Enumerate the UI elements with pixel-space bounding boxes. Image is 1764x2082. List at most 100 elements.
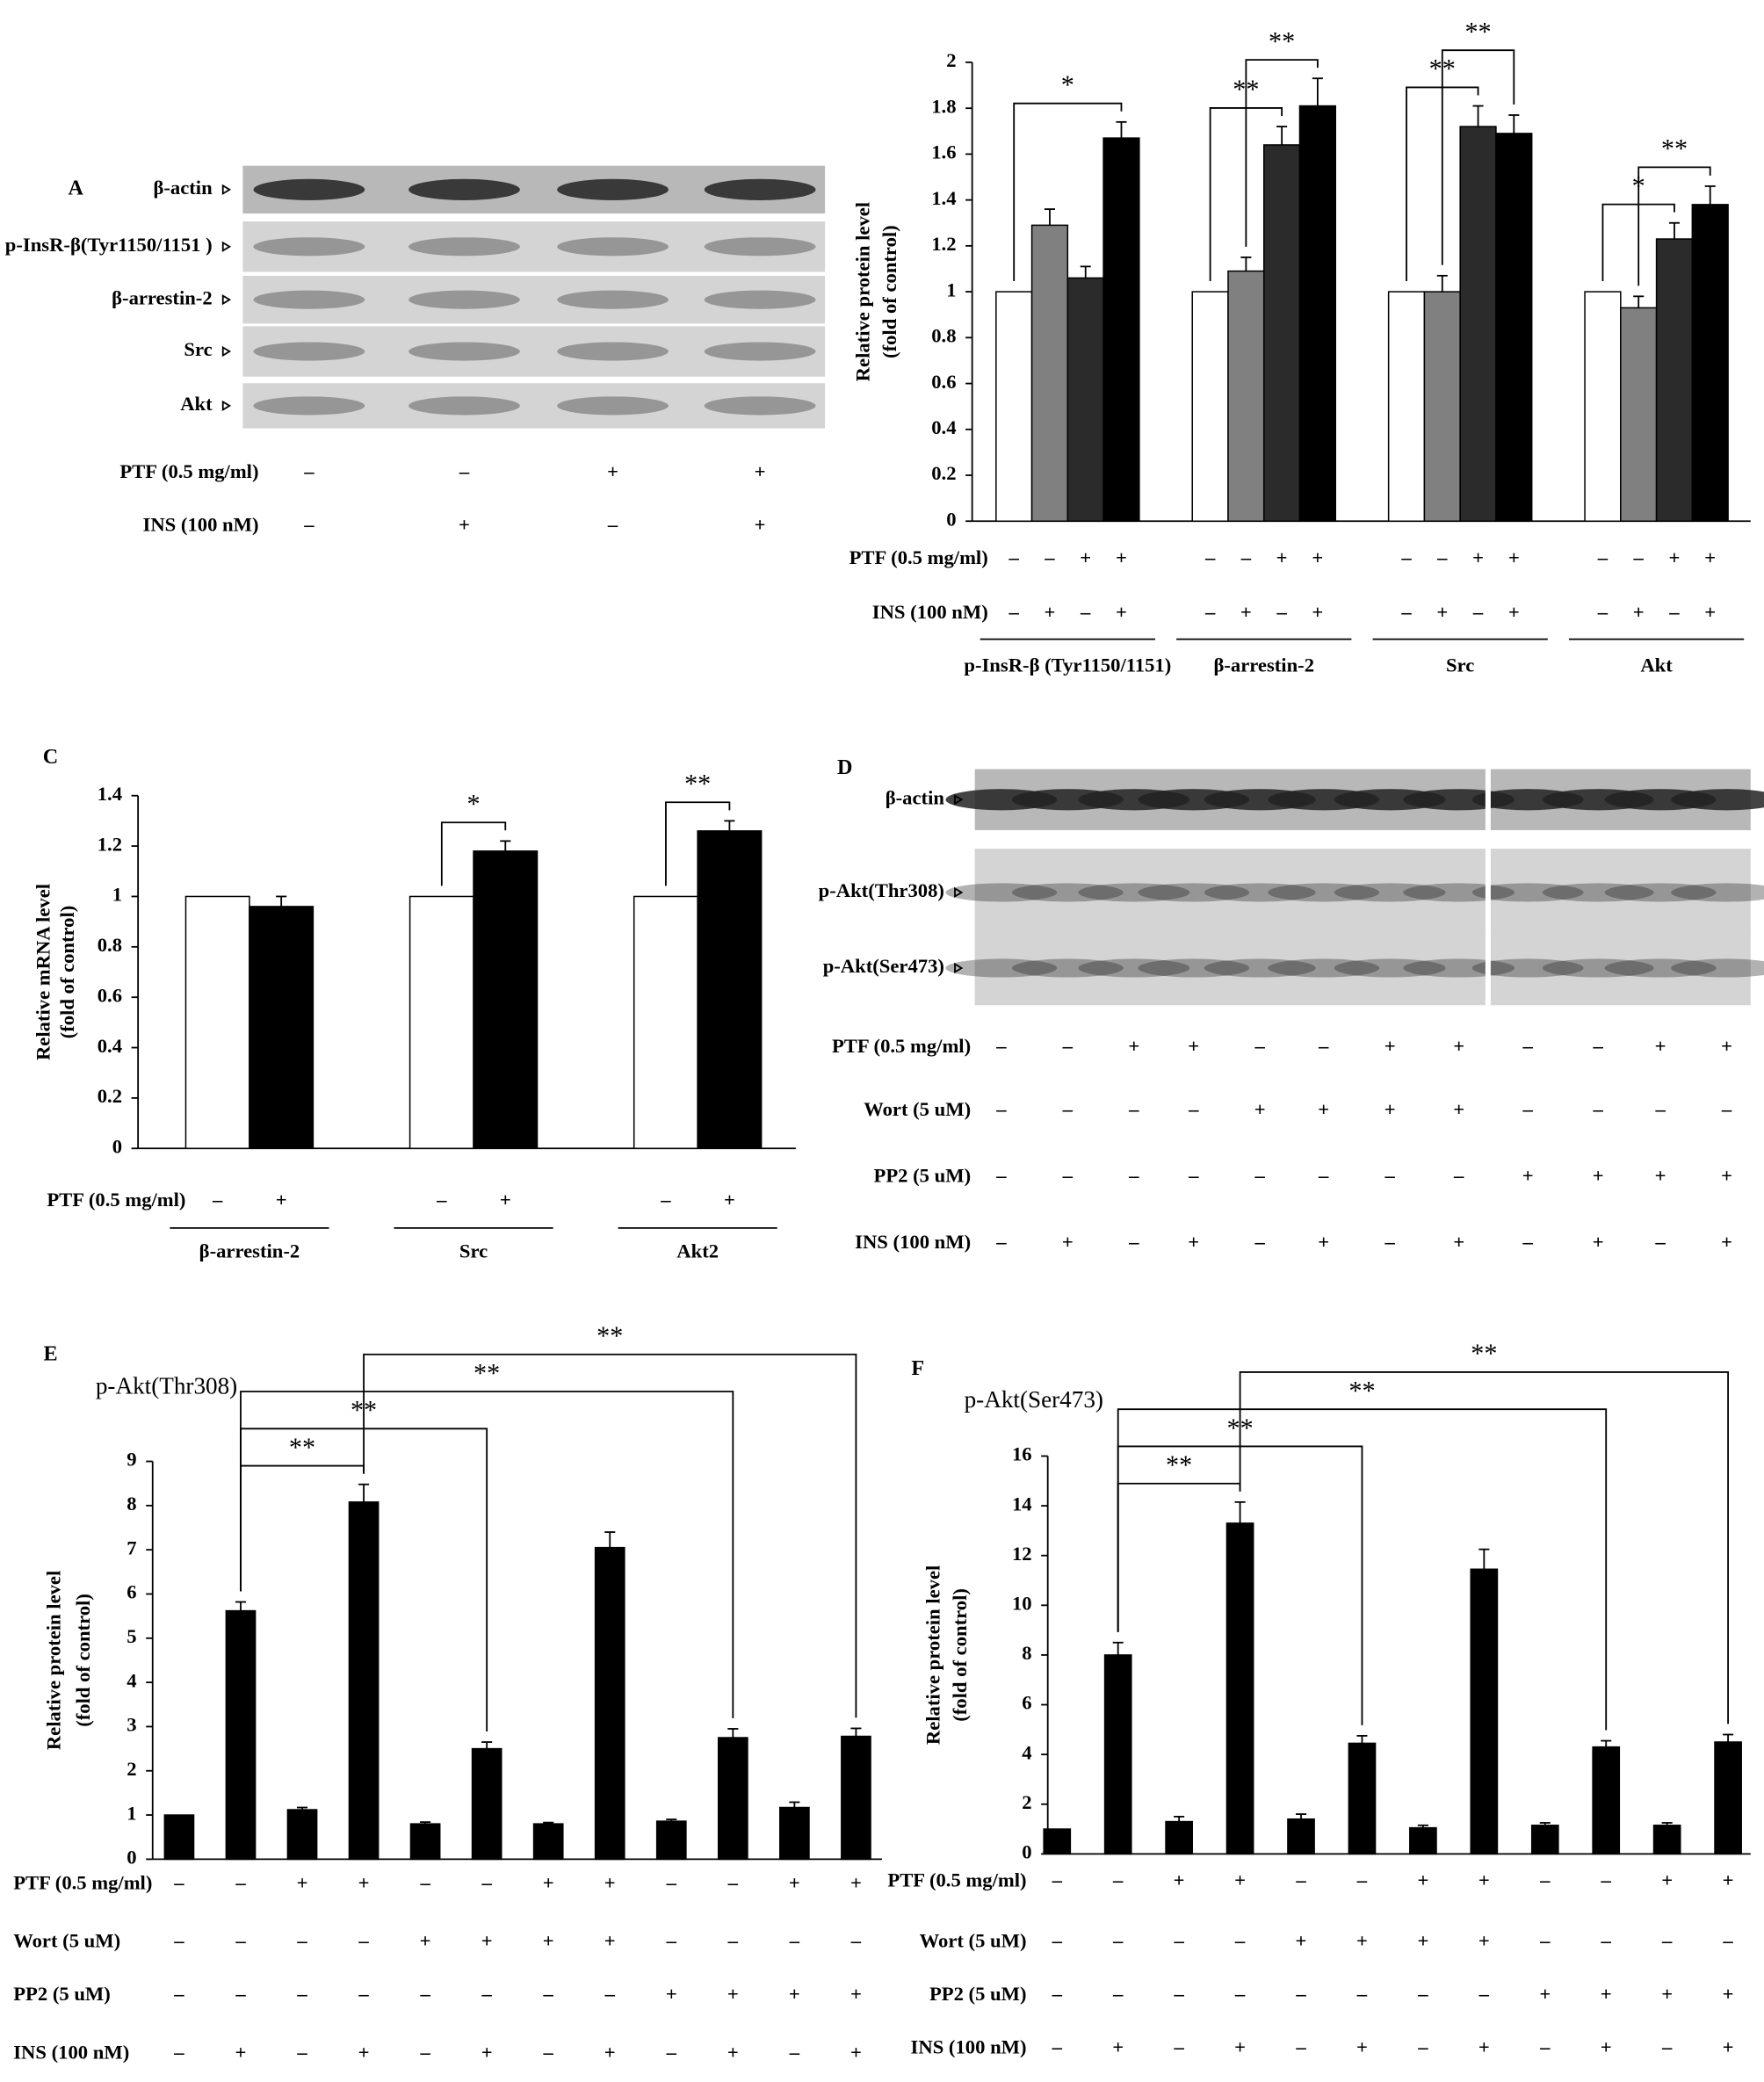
condition-sign: + [850,1983,862,2005]
condition-sign: + [1240,601,1252,623]
condition-sign: – [1009,601,1020,623]
condition-sign: + [789,1871,800,1893]
condition-sign: + [755,513,766,535]
condition-sign: – [1204,546,1216,568]
condition-sign: + [543,1871,554,1893]
condition-label: INS (100 nM) [872,601,988,623]
blot-band [557,396,669,416]
condition-sign: + [358,1871,370,1893]
condition-sign: + [1478,1869,1490,1890]
condition-sign: – [459,460,470,482]
condition-sign: + [1436,601,1448,623]
blot-row-label: p-InsR-β(Tyr1150/1151 ) [5,234,213,256]
condition-sign: + [1116,601,1127,623]
y-tick-label: 7 [127,1536,136,1558]
condition-sign: + [1661,1869,1673,1890]
condition-sign: – [1062,1165,1074,1187]
blot-band [253,396,365,416]
bar [841,1735,871,1861]
y-tick-label: 0.8 [931,325,956,347]
blot-strip [974,930,1751,1006]
condition-label: Wort (5 uM) [920,1930,1027,1952]
condition-label: Wort (5 uM) [13,1930,120,1952]
blot-row-label: Akt [180,393,213,415]
blot-band [1604,883,1717,902]
blot-arrow [221,400,232,412]
y-tick-label: 1 [127,1802,136,1824]
condition-sign: – [1356,1983,1368,2005]
condition-label: PP2 (5 uM) [929,1983,1027,2005]
condition-sign: + [1356,1930,1368,1952]
x-tick-label: β-arrestin-2 [1213,654,1314,676]
bar [1103,1654,1132,1855]
bar [655,1820,687,1861]
x-tick-label: Akt [1640,654,1673,676]
condition-sign: + [420,1930,431,1952]
condition-sign: + [1593,1165,1604,1187]
condition-sign: – [1295,1869,1306,1890]
condition-sign: + [604,1871,616,1893]
x-tick-label: Akt2 [676,1240,719,1262]
bar [409,1823,441,1861]
significance-label: ** [684,769,711,799]
y-tick-label: 16 [1012,1443,1032,1465]
blot-band [704,290,816,309]
condition-sign: – [1654,1231,1666,1253]
y-tick-label: 2 [946,49,956,71]
blot-arrow [954,886,964,899]
condition-sign: + [1417,1869,1428,1890]
blot-separator [1485,849,1491,936]
bar [1409,1826,1437,1855]
significance-label: ** [1269,26,1295,56]
condition-sign: + [297,1871,308,1893]
condition-sign: – [1601,1869,1612,1890]
condition-sign: + [459,513,470,535]
condition-sign: + [1128,1035,1139,1057]
bar [594,1546,625,1861]
blot-strip [242,383,826,429]
blot-strip [974,849,1751,936]
bar [532,1823,564,1861]
blot-band [1138,958,1250,978]
panel-letter: F [911,1356,924,1380]
y-axis-label: (fold of control) [56,906,78,1039]
condition-sign: – [1654,1098,1666,1120]
condition-label: PP2 (5 uM) [874,1165,972,1187]
chart-title: p-Akt(Ser473) [965,1386,1103,1413]
condition-sign: – [1128,1165,1139,1187]
condition-sign: + [481,2042,493,2064]
panel-letter: D [837,755,852,779]
condition-sign: – [1052,1930,1063,1952]
y-tick-label: 1.4 [931,187,956,209]
condition-sign: – [1453,1165,1464,1187]
condition-sign: – [1254,1231,1266,1253]
condition-sign: + [1318,1098,1329,1120]
bar [717,1737,748,1861]
condition-sign: – [358,1983,369,2005]
significance-label: ** [1661,134,1688,163]
bar [1620,307,1658,523]
blot-band [1671,883,1764,902]
condition-sign: – [1128,1231,1139,1253]
significance-label: ** [1166,1450,1192,1480]
condition-sign: – [1661,1930,1673,1952]
condition-sign: – [1240,546,1252,568]
condition-sign: + [500,1189,511,1211]
condition-sign: – [481,1983,492,2005]
condition-sign: – [1661,2035,1673,2057]
blot-band [557,342,669,361]
condition-sign: + [1539,1983,1551,2005]
condition-label: INS (100 nM) [911,2035,1027,2057]
significance-bracket [440,821,507,886]
condition-sign: + [1188,1035,1199,1057]
condition-sign: – [1052,1869,1063,1890]
y-tick-label: 8 [1022,1642,1031,1664]
significance-bracket [1441,49,1515,265]
blot-band [1542,958,1654,978]
y-tick-label: 0.4 [931,416,956,438]
condition-sign: + [1356,2035,1368,2057]
condition-sign: – [296,2042,307,2064]
y-axis-label: (fold of control) [949,1588,971,1722]
blot-strip [242,221,826,272]
condition-sign: – [1721,1098,1732,1120]
